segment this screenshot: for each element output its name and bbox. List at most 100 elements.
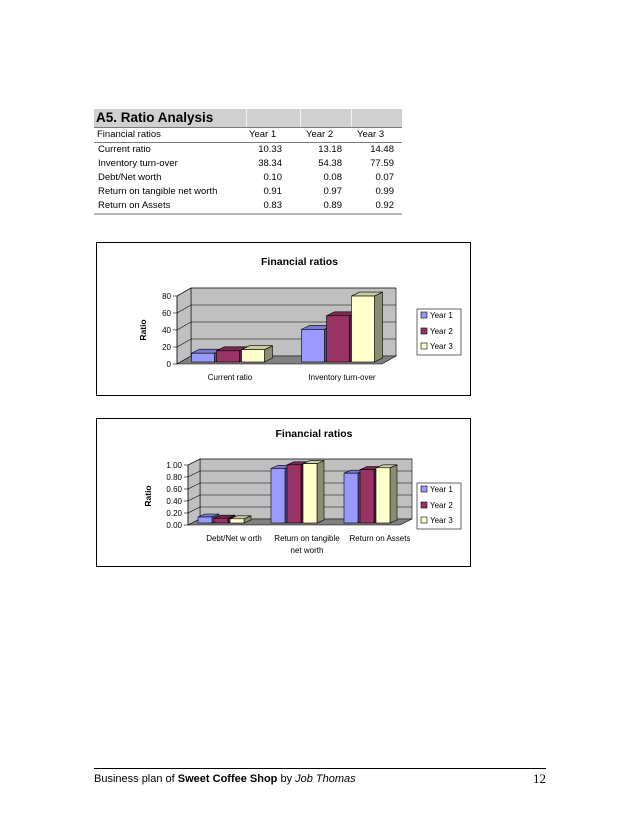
bar <box>241 349 265 363</box>
cell-year-2: 0.89 <box>323 200 343 211</box>
row-label: Return on tangible net worth <box>98 186 218 197</box>
column-separator <box>246 109 247 127</box>
legend-swatch <box>420 327 428 335</box>
y-axis-label: Ratio <box>138 319 148 340</box>
chart-gridline <box>176 287 396 297</box>
header-year-2: Year 2 <box>306 129 334 140</box>
cell-year-2: 54.38 <box>318 158 342 169</box>
y-axis-label: Ratio <box>143 485 153 506</box>
x-category-label: Inventory turn-over <box>308 373 375 382</box>
cell-year-3: 0.92 <box>375 200 395 211</box>
y-tick-label: 60 <box>162 309 171 318</box>
row-label: Inventory turn-over <box>98 158 178 169</box>
y-tick-label: 0.60 <box>166 485 182 494</box>
cell-year-2: 0.08 <box>323 172 343 183</box>
chart-title: Financial ratios <box>261 256 338 268</box>
cell-year-2: 0.97 <box>323 186 343 197</box>
bar-side <box>389 464 398 524</box>
table-row: Inventory turn-over 38.34 54.38 77.59 <box>94 157 402 171</box>
table-row: Current ratio 10.33 13.18 14.48 <box>94 143 402 157</box>
y-tick-label: 0.40 <box>166 497 182 506</box>
x-category-label: net worth <box>291 546 324 555</box>
table-row: Return on Assets 0.83 0.89 0.92 <box>94 199 402 213</box>
financial-ratios-chart-1: Financial ratios 0 20 40 60 80 Ratio Current ra… <box>96 242 471 396</box>
divider <box>94 213 402 215</box>
bar <box>270 468 286 524</box>
chart-gridline <box>176 304 396 314</box>
chart-gridline <box>187 458 412 466</box>
footer-text: Business plan of Sweet Coffee Shop by Jo… <box>94 773 356 785</box>
bar <box>343 472 359 524</box>
footer-author: Job Thomas <box>295 773 356 785</box>
bar <box>286 464 302 524</box>
legend-swatch <box>420 311 428 319</box>
y-tick-label: 0 <box>167 360 172 369</box>
bar <box>216 350 240 363</box>
cell-year-3: 77.59 <box>370 158 394 169</box>
row-label: Current ratio <box>98 144 151 155</box>
y-tick-label: 0.20 <box>166 509 182 518</box>
x-category-label: Return on Assets <box>350 534 411 543</box>
cell-year-1: 0.10 <box>263 172 283 183</box>
divider <box>94 127 402 128</box>
footer-prefix: Business plan of <box>94 773 178 785</box>
chart-2-svg: Financial ratios 0.00 0.20 0.40 0.60 0.80 1.00… <box>143 428 462 555</box>
legend-swatch <box>420 485 428 493</box>
divider <box>94 142 402 143</box>
column-separator <box>300 109 301 127</box>
cell-year-2: 13.18 <box>318 144 342 155</box>
legend-label: Year 3 <box>430 516 453 525</box>
bar <box>229 518 245 524</box>
chart-gridline <box>187 470 412 478</box>
chart-gridline <box>187 482 412 490</box>
bar <box>301 329 325 363</box>
table-title-row: A5. Ratio Analysis <box>94 109 402 127</box>
chart-1-svg: Financial ratios 0 20 40 60 80 Ratio Current ra… <box>138 256 462 382</box>
chart-gridline <box>187 506 412 514</box>
row-label: Return on Assets <box>98 200 171 211</box>
bar <box>191 352 215 363</box>
cell-year-3: 14.48 <box>370 144 394 155</box>
y-tick-label: 0.80 <box>166 473 182 482</box>
footer-brand: Sweet Coffee Shop <box>177 773 278 785</box>
y-tick-label: 0.00 <box>166 521 182 530</box>
cell-year-1: 10.33 <box>258 144 282 155</box>
column-separator <box>351 109 352 127</box>
footer-by: by <box>277 773 296 785</box>
legend-swatch <box>420 516 428 524</box>
bar <box>351 295 375 363</box>
bar <box>359 469 375 524</box>
legend-label: Year 2 <box>430 327 453 336</box>
page-number: 12 <box>533 771 546 786</box>
y-tick-label: 20 <box>162 343 171 352</box>
legend-swatch <box>420 342 428 350</box>
chart-title: Financial ratios <box>275 428 352 440</box>
cell-year-1: 0.91 <box>263 186 283 197</box>
x-category-label: Return on tangible <box>274 534 340 543</box>
header-year-1: Year 1 <box>249 129 277 140</box>
cell-year-1: 38.34 <box>258 158 282 169</box>
table-row: Return on tangible net worth 0.91 0.97 0… <box>94 185 402 199</box>
financial-ratios-chart-2: Financial ratios 0.00 0.20 0.40 0.60 0.80 1.00… <box>96 418 471 567</box>
x-category-label: Current ratio <box>208 373 253 382</box>
cell-year-3: 0.99 <box>375 186 395 197</box>
bar-side <box>374 291 383 363</box>
table-title: A5. Ratio Analysis <box>96 110 214 125</box>
legend-label: Year 1 <box>430 311 453 320</box>
footer-divider <box>94 768 546 769</box>
legend-label: Year 3 <box>430 342 453 351</box>
bar <box>375 467 391 524</box>
ratio-analysis-table: A5. Ratio Analysis Financial ratios Year… <box>94 109 402 215</box>
chart-gridline <box>187 494 412 502</box>
bar <box>213 517 229 524</box>
y-tick-label: 80 <box>162 292 171 301</box>
legend-swatch <box>420 501 428 509</box>
cell-year-3: 0.07 <box>375 172 395 183</box>
bar <box>302 463 318 524</box>
table-row: Debt/Net worth 0.10 0.08 0.07 <box>94 171 402 185</box>
bar-side <box>316 460 325 524</box>
chart-side-wall <box>187 458 201 526</box>
header-financial-ratios: Financial ratios <box>97 129 161 140</box>
row-label: Debt/Net worth <box>98 172 162 183</box>
header-year-3: Year 3 <box>357 129 385 140</box>
